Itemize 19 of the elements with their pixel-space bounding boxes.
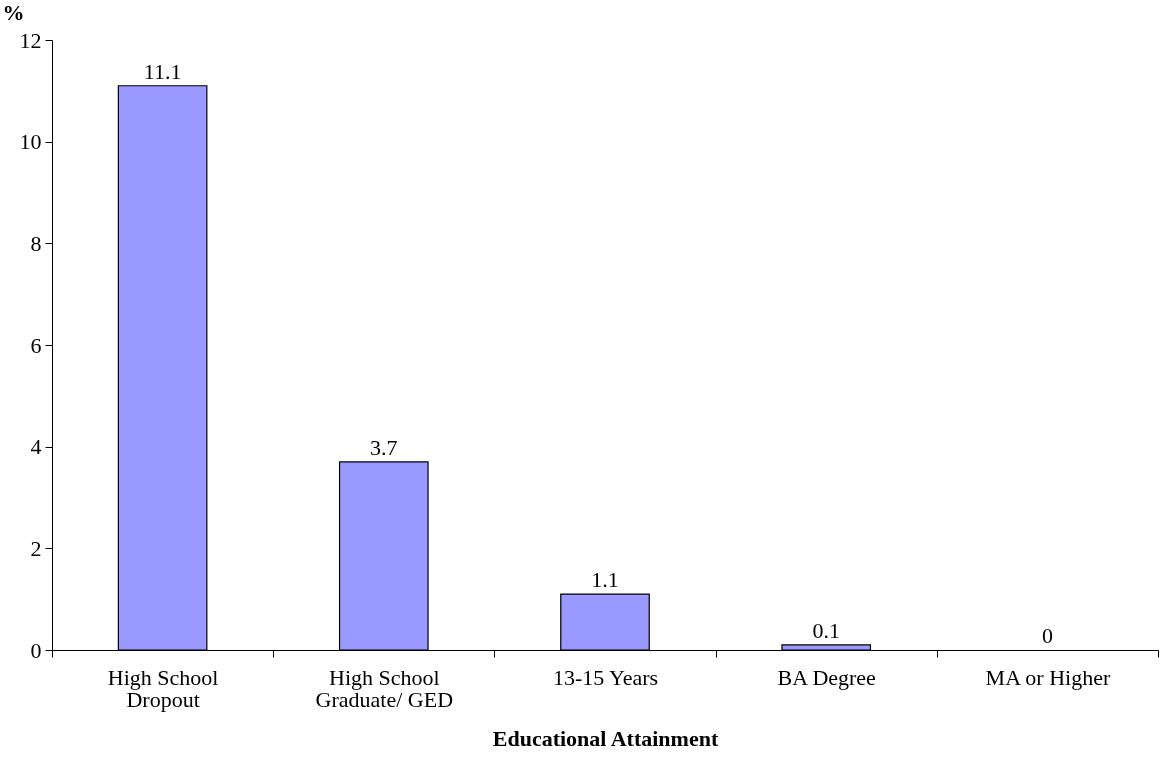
data-label: 3.7 <box>370 434 398 460</box>
x-tick-label: High School Graduate/ GED <box>315 664 454 712</box>
x-tick-label: BA Degree <box>777 664 876 690</box>
y-tick-label: 4 <box>30 434 42 460</box>
data-label: 0 <box>1041 623 1053 648</box>
y-tick-label: 10 <box>19 129 42 155</box>
y-tick-label: 8 <box>30 230 42 256</box>
data-label: 0.1 <box>812 617 840 643</box>
y-axis-title: % <box>2 0 25 25</box>
x-tick-label: 13-15 Years <box>552 664 659 690</box>
x-tick-label: MA or Higher <box>985 664 1111 690</box>
x-axis-title: Educational Attainment <box>492 725 719 751</box>
y-tick-label: 12 <box>19 27 42 53</box>
y-tick-label: 0 <box>30 637 42 663</box>
y-tick-label: 2 <box>30 535 42 561</box>
data-label: 11.1 <box>143 58 182 84</box>
x-tick-label: High School Dropout <box>107 664 219 712</box>
y-tick-label: 6 <box>30 332 42 358</box>
data-label: 1.1 <box>591 567 619 593</box>
